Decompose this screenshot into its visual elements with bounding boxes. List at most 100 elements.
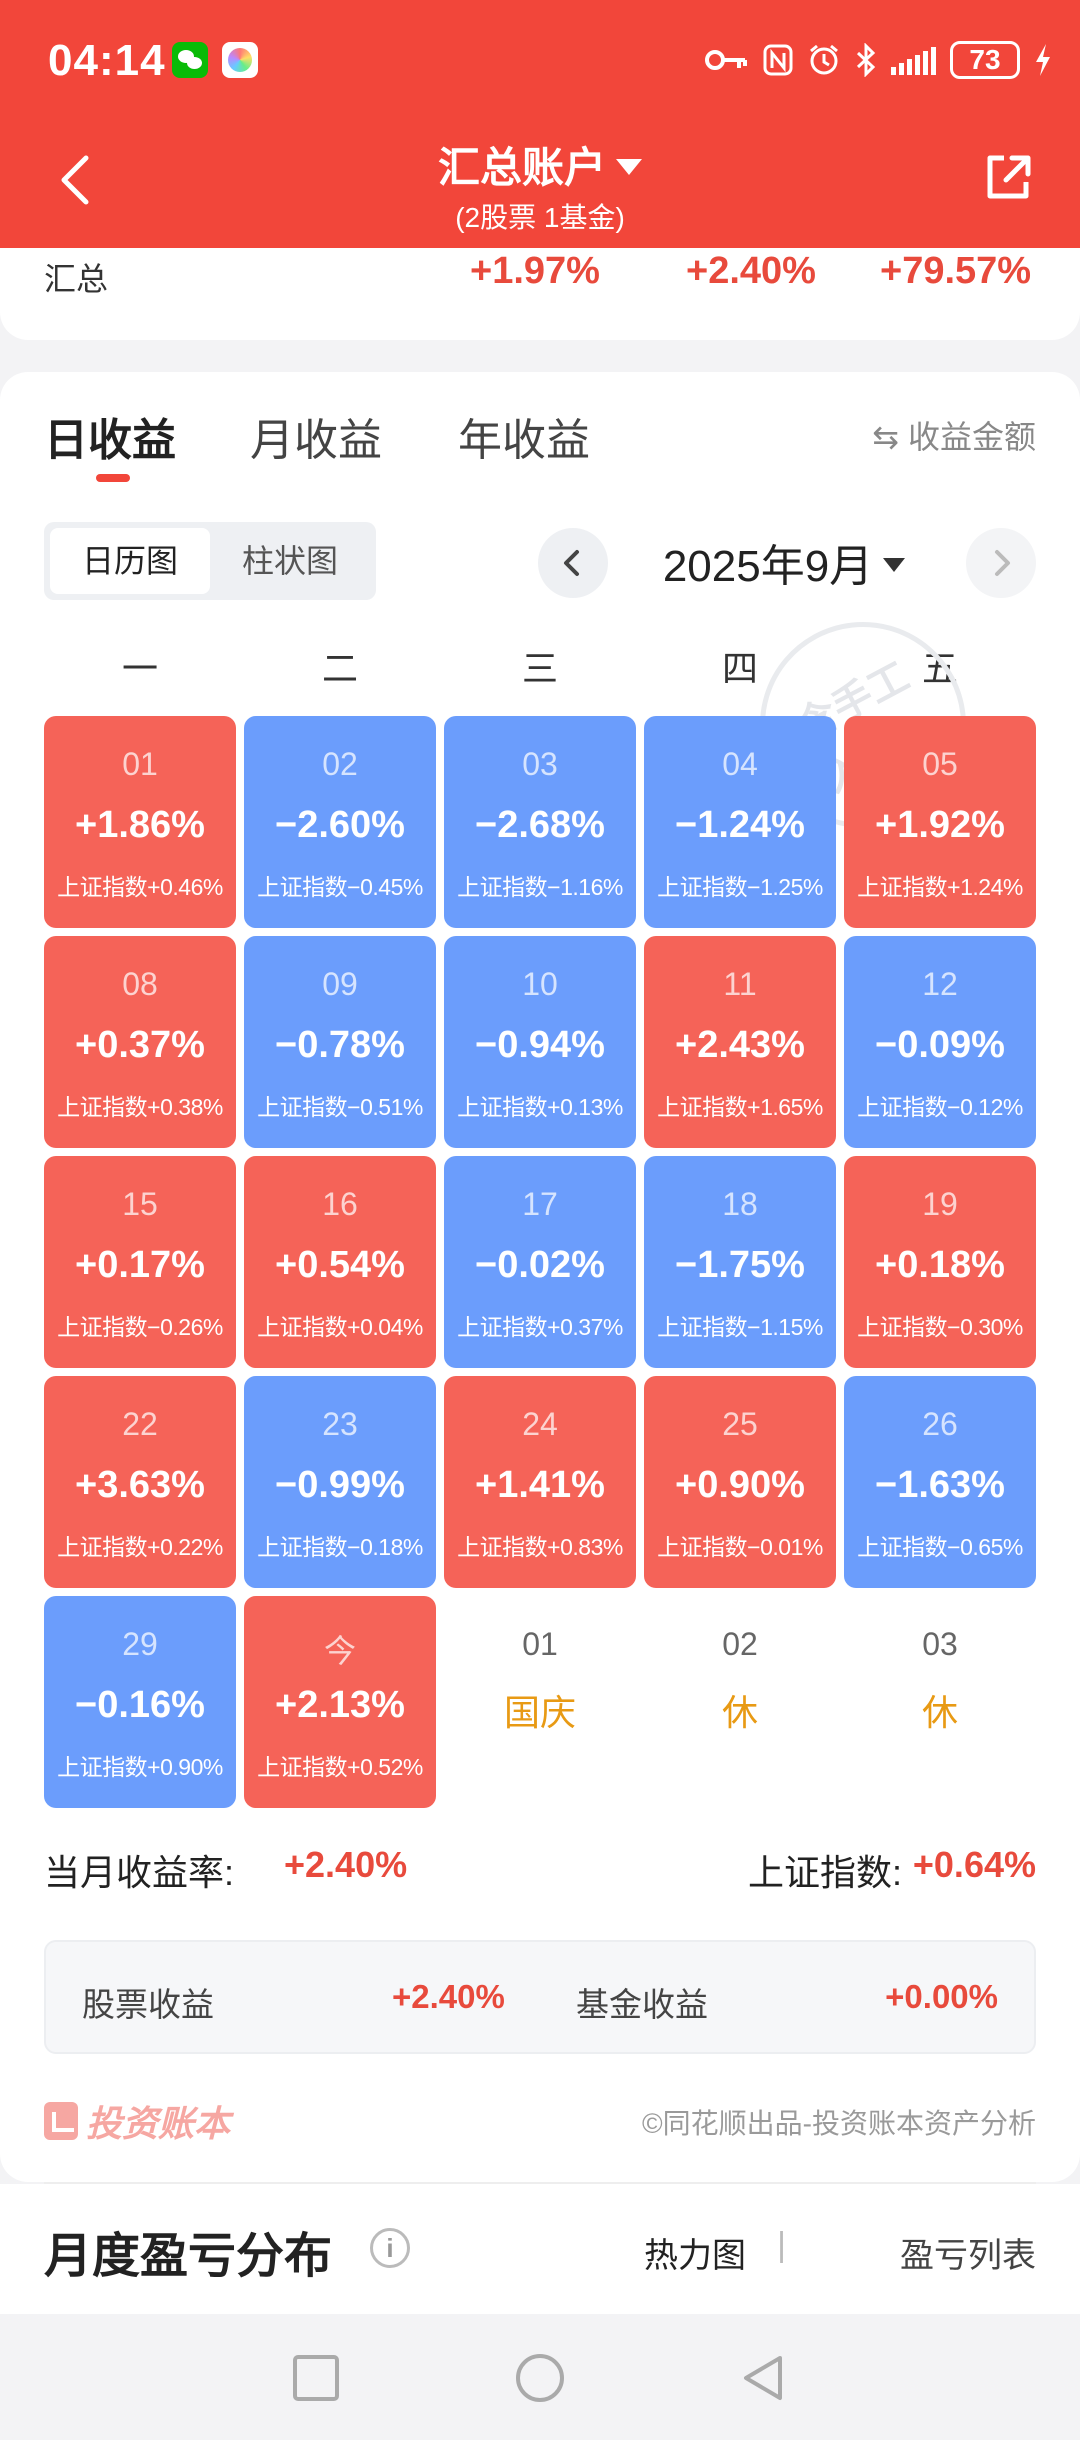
month-selector[interactable]: 2025年9月 xyxy=(624,532,944,602)
calendar-day-cell[interactable]: 16 +0.54% 上证指数+0.04% xyxy=(244,1156,436,1368)
month-return-value: +2.40% xyxy=(284,1844,408,1885)
home-button[interactable] xyxy=(514,2352,566,2404)
back-nav-button[interactable] xyxy=(738,2352,790,2404)
recents-button[interactable] xyxy=(290,2352,342,2404)
index-return: 上证指数−0.18% xyxy=(257,1534,423,1560)
calendar-day-cell[interactable]: 04 −1.24% 上证指数−1.25% xyxy=(644,716,836,928)
status-bar: 04:14 73 xyxy=(0,0,1080,120)
calendar-day-cell[interactable]: 12 −0.09% 上证指数−0.12% xyxy=(844,936,1036,1148)
weekday-thu: 四 xyxy=(721,648,758,689)
day-return: +2.13% xyxy=(275,1684,405,1726)
day-return: +0.54% xyxy=(275,1244,405,1286)
tab-monthly[interactable]: 月收益 xyxy=(250,416,382,465)
day-number: 17 xyxy=(522,1186,558,1222)
chevron-left-icon xyxy=(564,550,579,576)
calendar-day-cell[interactable]: 19 +0.18% 上证指数−0.30% xyxy=(844,1156,1036,1368)
triangle-back-icon xyxy=(744,2356,782,2400)
brand-name: 投资账本 xyxy=(86,2103,231,2144)
key-icon xyxy=(705,40,749,80)
month-return-label: 当月收益率: xyxy=(44,1852,235,1893)
caret-down-icon xyxy=(616,158,642,175)
fund-income-value: +0.00% xyxy=(885,1978,998,2015)
day-return: +0.37% xyxy=(75,1024,205,1066)
day-return: +1.92% xyxy=(875,804,1005,846)
index-return: 上证指数+0.90% xyxy=(57,1754,223,1780)
index-return: 上证指数−0.65% xyxy=(857,1534,1023,1560)
app-header: 04:14 73 汇总账户 xyxy=(0,0,1080,248)
calendar-day-cell[interactable]: 18 −1.75% 上证指数−1.15% xyxy=(644,1156,836,1368)
info-icon[interactable]: i xyxy=(370,2228,410,2268)
calendar-day-cell[interactable]: 22 +3.63% 上证指数+0.22% xyxy=(44,1376,236,1588)
day-return: −1.24% xyxy=(675,804,805,846)
calendar-day-cell[interactable]: 02 −2.60% 上证指数−0.45% xyxy=(244,716,436,928)
calendar-day-cell[interactable]: 01 +1.86% 上证指数+0.46% xyxy=(44,716,236,928)
weekday-fri: 五 xyxy=(921,648,958,689)
index-return: 上证指数+0.13% xyxy=(457,1094,623,1120)
bar-view-button[interactable]: 柱状图 xyxy=(241,543,338,579)
weekday-mon: 一 xyxy=(121,648,158,689)
day-number: 18 xyxy=(722,1186,758,1222)
holiday-label: 休 xyxy=(721,1692,758,1733)
index-return: 上证指数−0.51% xyxy=(257,1094,423,1120)
calendar-day-cell[interactable]: 15 +0.17% 上证指数−0.26% xyxy=(44,1156,236,1368)
calendar-day-holiday[interactable]: 02 休 xyxy=(644,1596,836,1808)
index-return-value: +0.64% xyxy=(912,1844,1036,1885)
calendar-day-cell[interactable]: 26 −1.63% 上证指数−0.65% xyxy=(844,1376,1036,1588)
brand-logo: 投资账本 xyxy=(44,2096,230,2146)
day-number: 22 xyxy=(122,1406,158,1442)
index-return: 上证指数+0.52% xyxy=(257,1754,423,1780)
heatmap-option[interactable]: 热力图 xyxy=(644,2237,746,2275)
calendar-day-cell[interactable]: 10 −0.94% 上证指数+0.13% xyxy=(444,936,636,1148)
wechat-icon xyxy=(172,42,208,78)
toggle-amount-button[interactable]: ⇆ 收益金额 xyxy=(872,419,1036,455)
back-button[interactable] xyxy=(52,150,100,210)
index-return: 上证指数+1.24% xyxy=(857,874,1023,900)
calendar-day-cell[interactable]: 25 +0.90% 上证指数−0.01% xyxy=(644,1376,836,1588)
bluetooth-icon xyxy=(855,40,877,80)
calendar-day-cell[interactable]: 今 +2.13% 上证指数+0.52% xyxy=(244,1596,436,1808)
calendar-view-button[interactable]: 日历图 xyxy=(50,528,210,594)
day-number: 02 xyxy=(722,1626,758,1662)
calendar-day-cell[interactable]: 08 +0.37% 上证指数+0.38% xyxy=(44,936,236,1148)
calendar-day-cell[interactable]: 29 −0.16% 上证指数+0.90% xyxy=(44,1596,236,1808)
calendar-day-cell[interactable]: 03 −2.68% 上证指数−1.16% xyxy=(444,716,636,928)
calendar-day-holiday[interactable]: 01 国庆 xyxy=(444,1596,636,1808)
tab-yearly[interactable]: 年收益 xyxy=(458,416,590,465)
system-navigation-bar xyxy=(0,2314,1080,2440)
share-button[interactable] xyxy=(982,152,1034,204)
calendar-day-holiday[interactable]: 03 休 xyxy=(844,1596,1036,1808)
fund-income-label: 基金收益 xyxy=(576,1986,708,2023)
month-label: 2025年9月 xyxy=(662,542,874,591)
chevron-left-icon xyxy=(61,155,89,205)
calendar-day-cell[interactable]: 17 −0.02% 上证指数+0.37% xyxy=(444,1156,636,1368)
index-return: 上证指数−0.01% xyxy=(657,1534,823,1560)
day-return: −0.99% xyxy=(275,1464,405,1506)
account-selector[interactable]: 汇总账户 xyxy=(0,134,1080,195)
holiday-label: 休 xyxy=(921,1692,958,1733)
pnl-list-option[interactable]: 盈亏列表 xyxy=(900,2237,1036,2275)
day-return: +0.17% xyxy=(75,1244,205,1286)
day-number: 19 xyxy=(922,1186,958,1222)
calendar-day-cell[interactable]: 11 +2.43% 上证指数+1.65% xyxy=(644,936,836,1148)
day-return: +1.41% xyxy=(475,1464,605,1506)
calendar-day-cell[interactable]: 05 +1.92% 上证指数+1.24% xyxy=(844,716,1036,928)
tab-indicator xyxy=(96,474,130,482)
day-number: 03 xyxy=(922,1626,958,1662)
weekday-tue: 二 xyxy=(321,648,358,689)
summary-value-total: +79.57% xyxy=(880,250,1032,292)
prev-month-button[interactable] xyxy=(538,528,608,598)
calendar-day-cell[interactable]: 23 −0.99% 上证指数−0.18% xyxy=(244,1376,436,1588)
calendar-day-cell[interactable]: 24 +1.41% 上证指数+0.83% xyxy=(444,1376,636,1588)
day-return: −2.60% xyxy=(275,804,405,846)
next-month-button[interactable] xyxy=(966,528,1036,598)
tab-daily[interactable]: 日收益 xyxy=(44,416,176,465)
caret-down-icon xyxy=(883,558,906,573)
summary-row: 汇总 +1.97% +2.40% +79.57% xyxy=(0,248,1080,340)
earnings-card: 日收益 月收益 年收益 ⇆ 收益金额 日历图 柱状图 2025年9月 一 二 三… xyxy=(0,372,1080,2182)
section-divider xyxy=(44,2182,1036,2184)
day-number: 04 xyxy=(722,746,758,782)
square-icon xyxy=(293,2355,339,2401)
monthly-distribution-section: 月度盈亏分布 i 热力图 | 盈亏列表 xyxy=(0,2184,1080,2314)
day-number: 05 xyxy=(922,746,958,782)
calendar-day-cell[interactable]: 09 −0.78% 上证指数−0.51% xyxy=(244,936,436,1148)
